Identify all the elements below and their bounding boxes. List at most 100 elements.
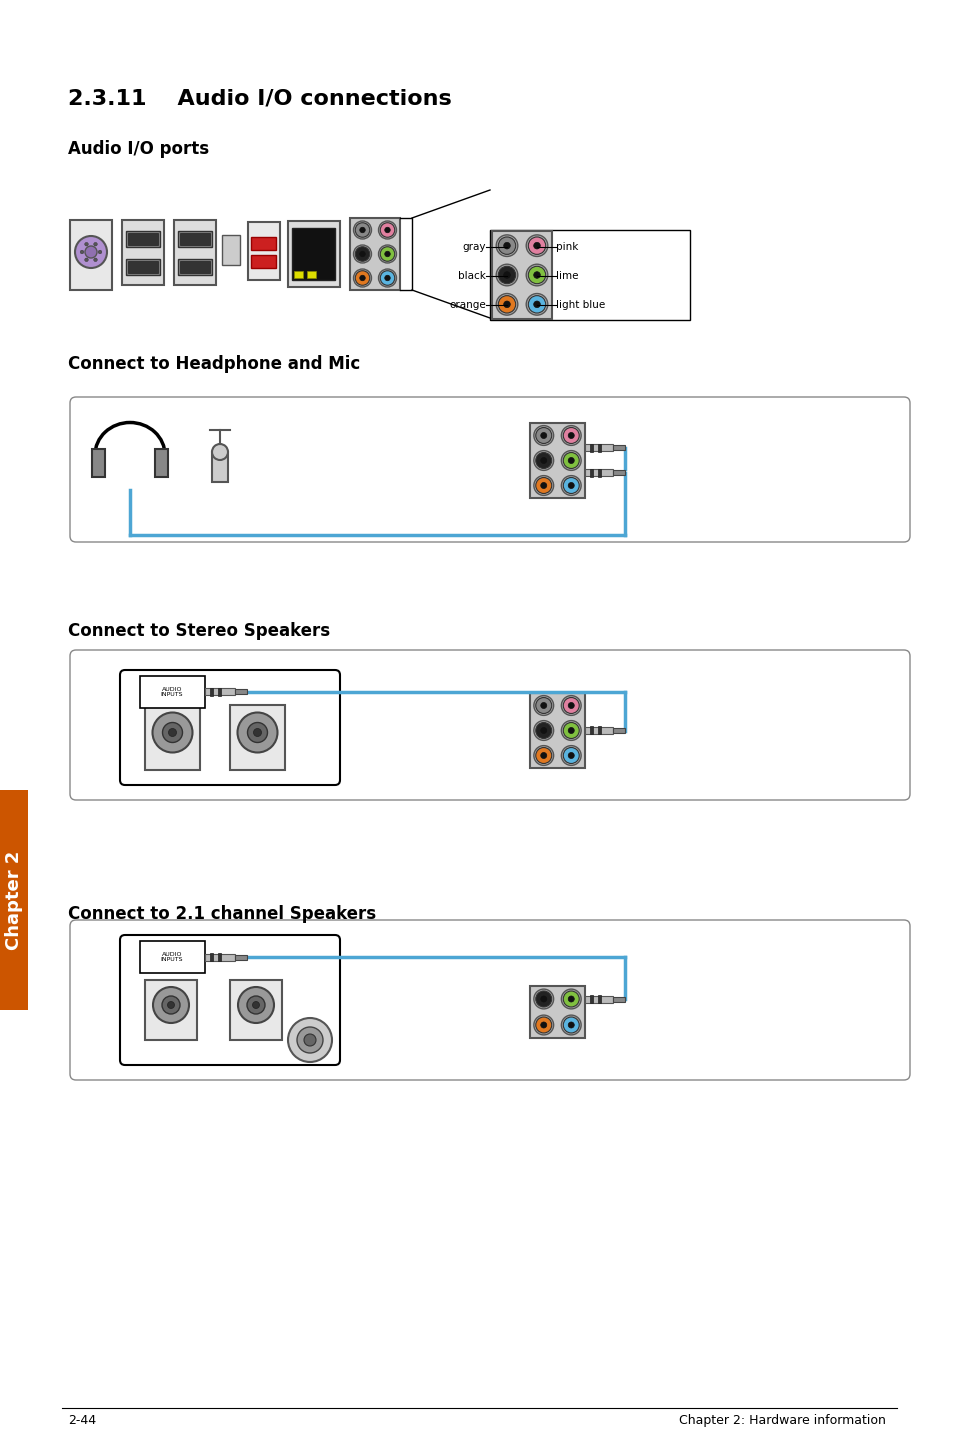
Bar	[180, 233, 210, 244]
Text: 2.3.11    Audio I/O connections: 2.3.11 Audio I/O connections	[68, 88, 452, 108]
Text: AUDIO
INPUTS: AUDIO INPUTS	[161, 952, 183, 962]
Bar	[307, 270, 315, 278]
Circle shape	[560, 426, 580, 446]
Bar	[530, 693, 584, 768]
Text: light blue: light blue	[556, 301, 604, 311]
Circle shape	[540, 457, 546, 463]
Bar	[490, 230, 689, 321]
Circle shape	[496, 293, 517, 315]
Circle shape	[247, 722, 267, 742]
Bar	[292, 229, 335, 280]
Bar	[584, 728, 613, 733]
Circle shape	[568, 433, 574, 439]
Circle shape	[533, 301, 539, 308]
Circle shape	[355, 270, 370, 285]
Circle shape	[152, 986, 189, 1022]
Bar	[598, 444, 600, 452]
Bar	[294, 270, 303, 278]
Circle shape	[534, 1015, 553, 1035]
Circle shape	[562, 697, 578, 713]
Circle shape	[93, 257, 97, 262]
Bar	[613, 997, 624, 1001]
Circle shape	[93, 243, 97, 246]
Circle shape	[562, 722, 578, 739]
Circle shape	[378, 269, 396, 288]
Circle shape	[378, 244, 396, 263]
Circle shape	[354, 244, 371, 263]
Text: AUDIO
INPUTS: AUDIO INPUTS	[161, 686, 183, 697]
Circle shape	[380, 223, 395, 237]
Circle shape	[380, 270, 395, 285]
Circle shape	[536, 427, 551, 443]
Circle shape	[496, 234, 517, 256]
Circle shape	[247, 997, 265, 1014]
Text: orange: orange	[449, 301, 485, 311]
Circle shape	[384, 252, 390, 257]
Bar	[230, 981, 282, 1040]
Circle shape	[534, 720, 553, 741]
Bar	[212, 452, 228, 482]
Bar	[350, 219, 399, 290]
Bar	[210, 953, 213, 961]
Circle shape	[168, 1001, 174, 1008]
Circle shape	[562, 748, 578, 764]
Circle shape	[562, 427, 578, 443]
Circle shape	[536, 453, 551, 469]
Bar	[180, 262, 210, 273]
Bar	[126, 259, 160, 275]
Circle shape	[528, 266, 545, 283]
Circle shape	[304, 1034, 315, 1045]
Text: gray: gray	[462, 242, 485, 252]
Circle shape	[534, 450, 553, 470]
Circle shape	[380, 247, 395, 262]
Circle shape	[384, 227, 390, 233]
Circle shape	[75, 236, 107, 267]
Bar	[205, 953, 234, 961]
Circle shape	[169, 729, 176, 736]
Bar	[178, 232, 212, 247]
Circle shape	[354, 221, 371, 239]
Circle shape	[85, 257, 89, 262]
Circle shape	[253, 729, 261, 736]
Bar	[128, 233, 158, 244]
Bar	[584, 444, 613, 452]
Circle shape	[497, 266, 516, 283]
Bar	[589, 469, 593, 477]
Bar	[218, 953, 221, 961]
Circle shape	[359, 252, 365, 257]
Circle shape	[212, 444, 228, 460]
Circle shape	[359, 275, 365, 280]
Circle shape	[534, 745, 553, 765]
Circle shape	[560, 745, 580, 765]
Circle shape	[528, 237, 545, 255]
Bar	[584, 469, 613, 476]
Circle shape	[540, 752, 546, 758]
Circle shape	[568, 997, 574, 1002]
Bar	[613, 470, 624, 476]
Bar	[584, 995, 613, 1002]
Circle shape	[536, 477, 551, 493]
Circle shape	[237, 712, 277, 752]
Bar	[140, 940, 205, 974]
Bar	[230, 705, 285, 769]
Circle shape	[540, 997, 546, 1002]
Circle shape	[496, 265, 517, 286]
Text: Chapter 2: Hardware information: Chapter 2: Hardware information	[679, 1414, 885, 1426]
Circle shape	[568, 752, 574, 758]
Circle shape	[503, 243, 510, 249]
Circle shape	[562, 1017, 578, 1032]
FancyBboxPatch shape	[70, 650, 909, 800]
Bar	[613, 728, 624, 733]
Circle shape	[253, 1001, 259, 1008]
Bar	[173, 220, 215, 285]
Bar	[248, 221, 280, 280]
Circle shape	[568, 1022, 574, 1028]
Circle shape	[560, 1015, 580, 1035]
Bar	[492, 232, 552, 319]
Circle shape	[534, 426, 553, 446]
Bar	[530, 423, 584, 498]
Text: Connect to 2.1 channel Speakers: Connect to 2.1 channel Speakers	[68, 905, 375, 923]
Circle shape	[355, 247, 370, 262]
Circle shape	[536, 991, 551, 1007]
Bar	[140, 676, 205, 707]
